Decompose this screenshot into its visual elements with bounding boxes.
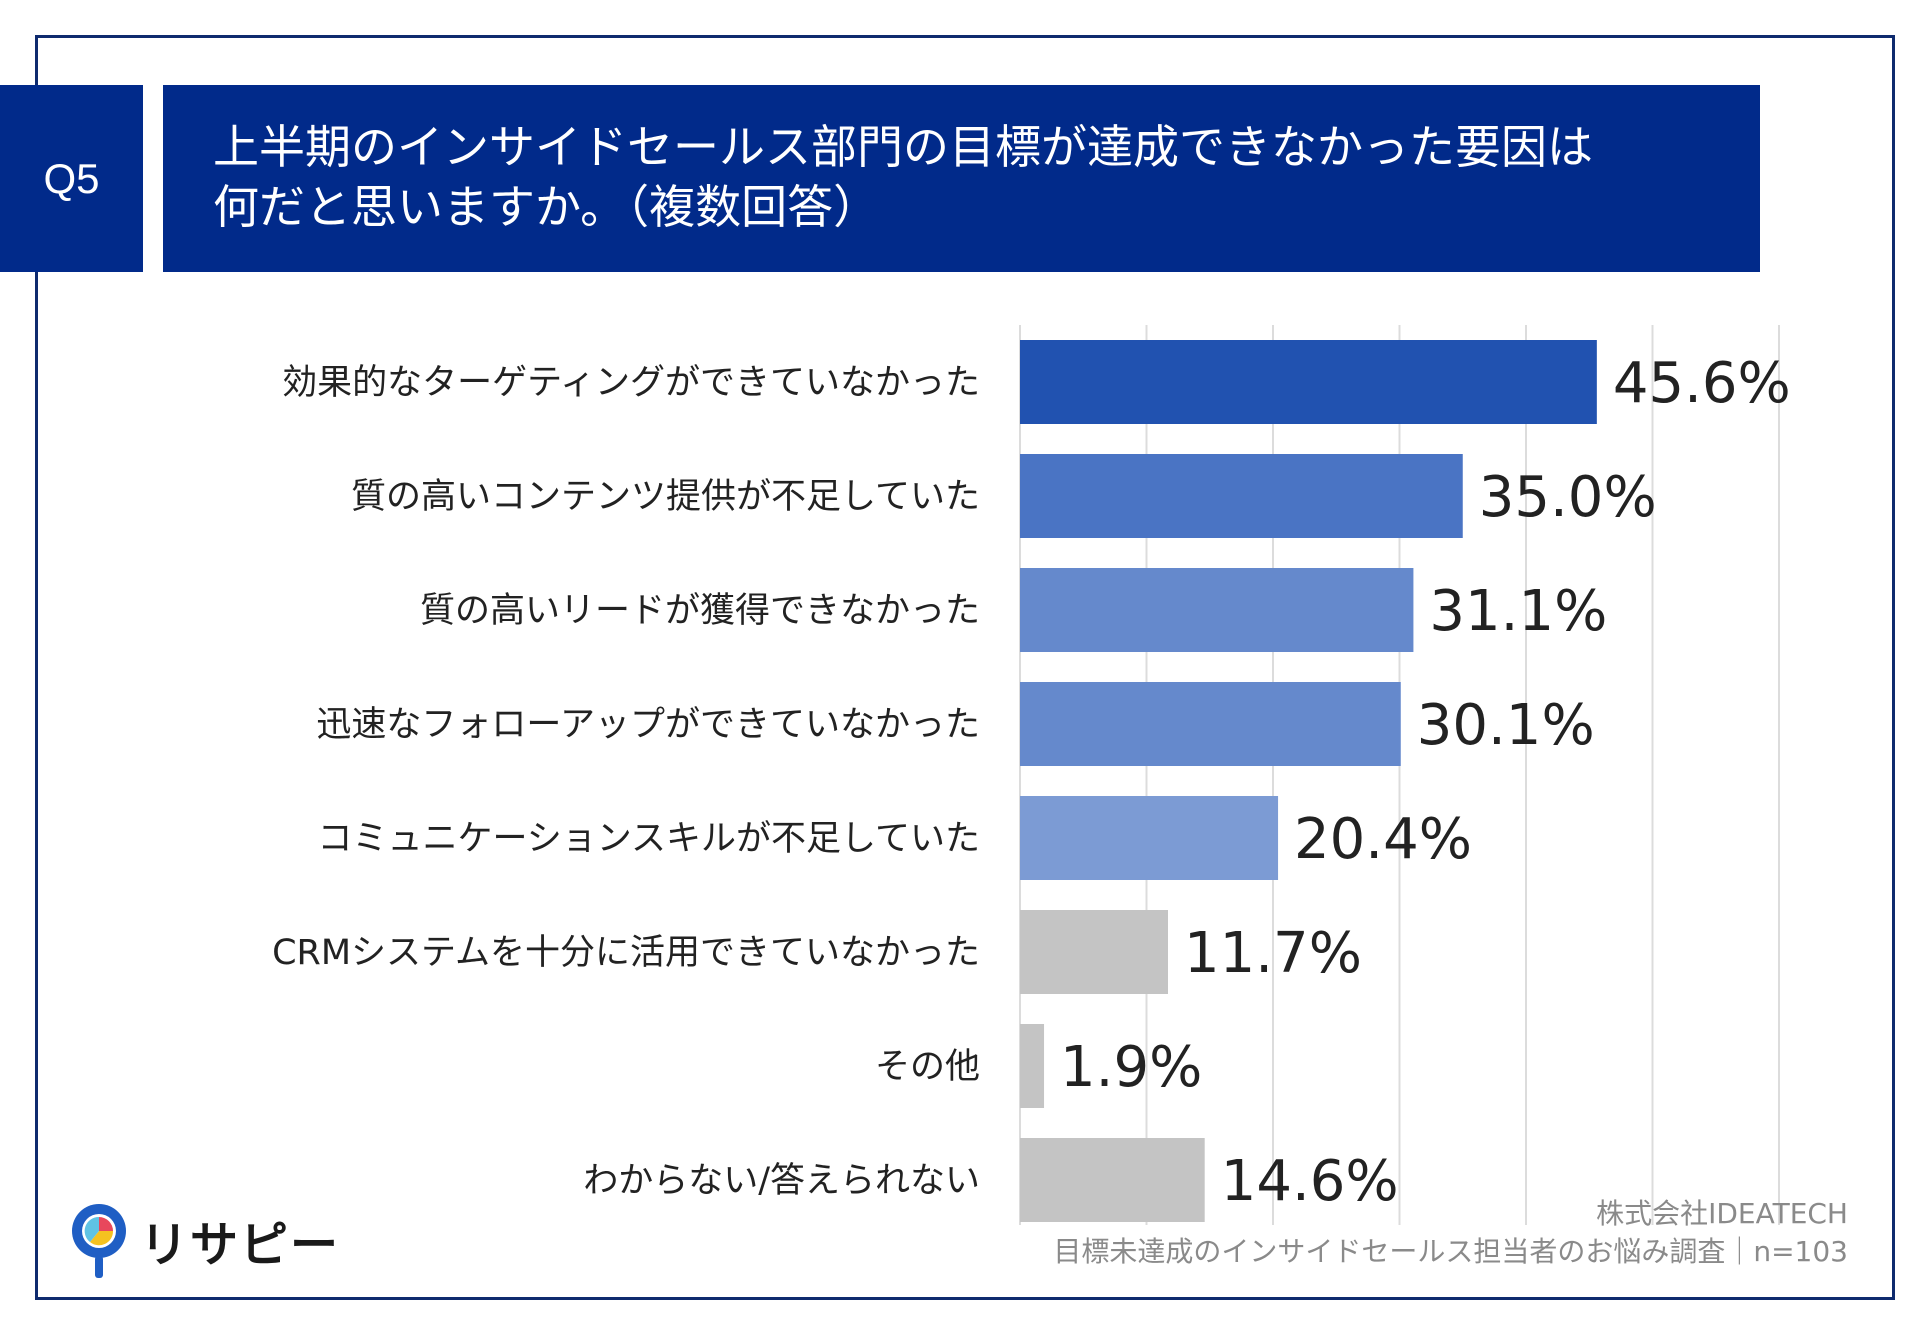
category-label: CRMシステムを十分に活用できていなかった <box>272 933 980 973</box>
category-label: 迅速なフォローアップができていなかった <box>316 705 980 745</box>
bar <box>1020 796 1279 880</box>
bar <box>1020 1138 1205 1222</box>
value-labels: 45.6% 35.0% 31.1% 30.1% 20.4% 11.7% 1.9% 14.6% <box>1060 351 1791 1214</box>
category-labels: 効果的なターゲティングができていなかった質の高いコンテンツ提供が不足していた質の… <box>272 363 980 1201</box>
category-label: 質の高いリードが獲得できなかった <box>420 591 980 631</box>
value-label: 31.1% <box>1429 579 1607 644</box>
brand-logo-text: リサピー <box>140 1217 341 1273</box>
bar <box>1020 1024 1045 1108</box>
category-label: コミュニケーションスキルが不足していた <box>317 819 980 859</box>
question-title-line1: 上半期のインサイドセールス部門の目標が達成できなかった要因は <box>213 120 1593 174</box>
map-pin-pie-icon <box>72 1204 126 1278</box>
category-label: 効果的なターゲティングができていなかった <box>282 363 980 403</box>
source-note: 株式会社IDEATECH 目標未達成のインサイドセールス担当者のお悩み調査｜n=… <box>1053 1195 1848 1271</box>
category-label: 質の高いコンテンツ提供が不足していた <box>351 477 980 517</box>
question-title-line2: 何だと思いますか。（複数回答） <box>213 180 880 234</box>
question-title: 上半期のインサイドセールス部門の目標が達成できなかった要因は 何だと思いますか。… <box>163 85 1760 272</box>
value-label: 45.6% <box>1613 351 1791 416</box>
bar <box>1020 454 1463 538</box>
value-label: 14.6% <box>1221 1149 1399 1214</box>
source-company: 株式会社IDEATECH <box>1596 1197 1848 1230</box>
chart-frame <box>35 35 1895 1300</box>
value-label: 35.0% <box>1479 465 1657 530</box>
question-badge: Q5 <box>0 85 143 272</box>
value-label: 30.1% <box>1417 693 1595 758</box>
category-label: わからない/答えられない <box>583 1161 980 1201</box>
category-label: その他 <box>875 1047 980 1087</box>
value-label: 1.9% <box>1060 1035 1202 1100</box>
bar <box>1020 568 1414 652</box>
value-label: 20.4% <box>1294 807 1472 872</box>
value-label: 11.7% <box>1184 921 1362 986</box>
bar <box>1020 910 1169 994</box>
bar <box>1020 340 1597 424</box>
source-survey: 目標未達成のインサイドセールス担当者のお悩み調査｜n=103 <box>1053 1235 1848 1268</box>
brand-logo: リサピー <box>68 1200 340 1280</box>
bar <box>1020 682 1401 766</box>
bars <box>1020 340 1597 1222</box>
